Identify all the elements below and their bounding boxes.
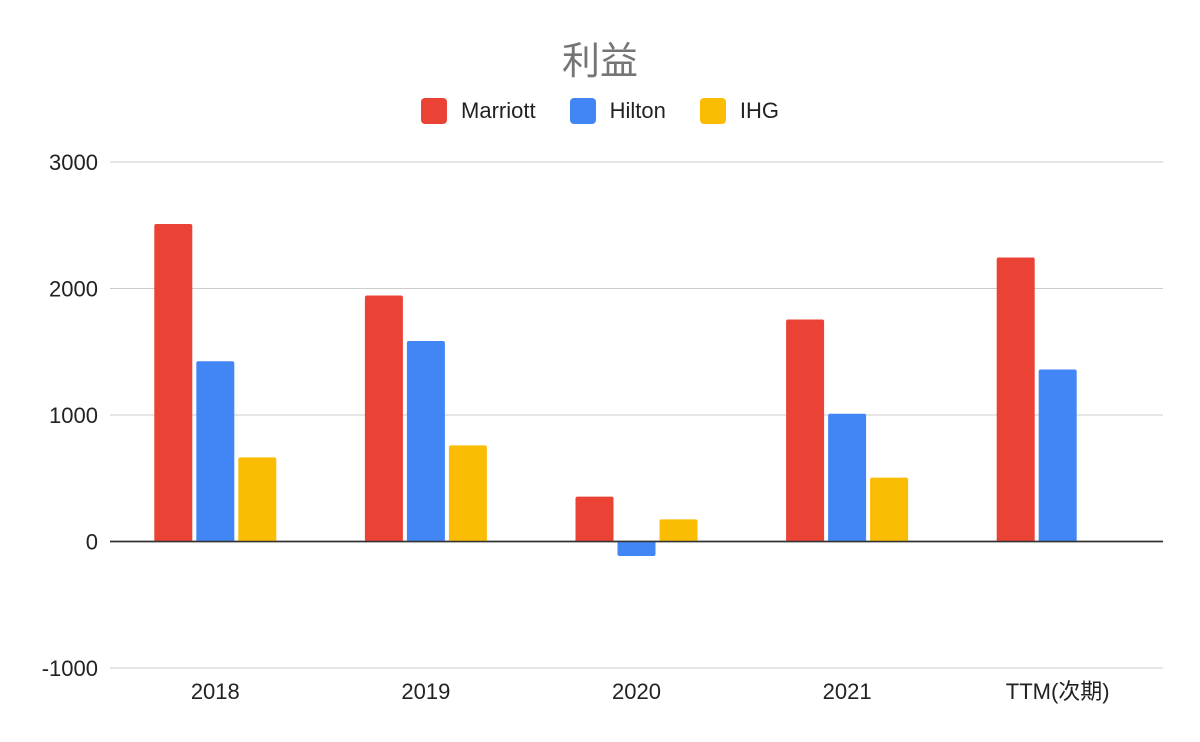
- chart-legend: Marriott Hilton IHG: [0, 98, 1200, 124]
- x-tick-label: TTM(次期): [1006, 679, 1110, 704]
- y-tick-label: -1000: [42, 656, 98, 681]
- bar-ihg-2019[interactable]: [448, 445, 487, 542]
- chart-title: 利益: [561, 39, 638, 83]
- bar-marriott-2018[interactable]: [154, 223, 193, 542]
- bar-marriott-2019[interactable]: [364, 295, 403, 542]
- bar-marriott-2020[interactable]: [575, 496, 614, 542]
- x-tick-label: 2018: [191, 679, 240, 704]
- legend-label-hilton: Hilton: [609, 98, 666, 123]
- legend-label-ihg: IHG: [739, 98, 779, 123]
- bar-marriott-TTM(次期)[interactable]: [996, 257, 1035, 542]
- bar-hilton-2019[interactable]: [406, 340, 445, 542]
- legend-swatch-marriott: [421, 98, 448, 124]
- bar-hilton-2020[interactable]: [617, 541, 656, 557]
- legend-item-marriott[interactable]: Marriott: [421, 98, 536, 124]
- x-tick-label: 2019: [401, 679, 450, 704]
- bar-hilton-2018[interactable]: [196, 361, 235, 542]
- bar-hilton-TTM(次期)[interactable]: [1038, 369, 1077, 542]
- legend-item-hilton[interactable]: Hilton: [569, 98, 666, 124]
- legend-label-marriott: Marriott: [461, 98, 536, 123]
- bar-ihg-2018[interactable]: [238, 457, 277, 542]
- bar-ihg-2021[interactable]: [870, 477, 909, 542]
- legend-swatch-hilton: [569, 98, 596, 124]
- bar-ihg-2020[interactable]: [659, 519, 698, 542]
- y-tick-label: 2000: [49, 277, 98, 302]
- y-tick-label: 3000: [49, 150, 98, 175]
- bar-hilton-2021[interactable]: [828, 413, 867, 542]
- y-tick-label: 1000: [49, 403, 98, 428]
- legend-item-ihg[interactable]: IHG: [699, 98, 779, 124]
- legend-swatch-ihg: [699, 98, 726, 124]
- x-tick-label: 2020: [612, 679, 661, 704]
- y-tick-label: 0: [86, 530, 98, 555]
- bar-marriott-2021[interactable]: [786, 319, 825, 542]
- x-tick-label: 2021: [823, 679, 872, 704]
